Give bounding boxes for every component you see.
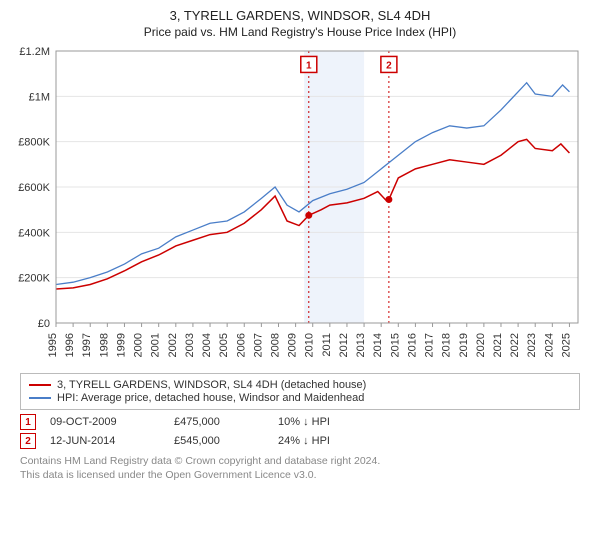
legend-label: HPI: Average price, detached house, Wind… <box>57 392 364 404</box>
legend-item: HPI: Average price, detached house, Wind… <box>29 392 571 404</box>
svg-text:2018: 2018 <box>441 333 453 357</box>
svg-text:2011: 2011 <box>321 333 333 357</box>
svg-text:2000: 2000 <box>133 333 145 357</box>
sale-row: 1 09-OCT-2009 £475,000 10% ↓ HPI <box>20 414 580 430</box>
svg-text:£400K: £400K <box>18 227 50 239</box>
svg-text:2002: 2002 <box>167 333 179 357</box>
svg-text:2006: 2006 <box>235 333 247 357</box>
chart-subtitle: Price paid vs. HM Land Registry's House … <box>8 25 592 39</box>
svg-text:2008: 2008 <box>269 333 281 357</box>
svg-text:2010: 2010 <box>304 333 316 357</box>
svg-text:2003: 2003 <box>184 333 196 357</box>
sale-date: 12-JUN-2014 <box>50 435 160 447</box>
svg-text:2022: 2022 <box>509 333 521 357</box>
legend-label: 3, TYRELL GARDENS, WINDSOR, SL4 4DH (det… <box>57 379 366 391</box>
svg-text:£1M: £1M <box>29 91 50 103</box>
footnote-line-2: This data is licensed under the Open Gov… <box>20 469 580 483</box>
svg-text:£800K: £800K <box>18 137 50 149</box>
sale-diff: 10% ↓ HPI <box>278 416 358 428</box>
svg-text:1: 1 <box>306 60 312 71</box>
svg-text:2014: 2014 <box>372 333 384 357</box>
sale-marker: 2 <box>20 433 36 449</box>
chart-area: £0 £200K £400K £600K £800K £1M £1.2M 1995 1996 19… <box>8 45 592 365</box>
svg-text:£600K: £600K <box>18 182 50 194</box>
sale-row: 2 12-JUN-2014 £545,000 24% ↓ HPI <box>20 433 580 449</box>
svg-text:2019: 2019 <box>458 333 470 357</box>
svg-text:1998: 1998 <box>98 333 110 357</box>
svg-text:£1.2M: £1.2M <box>19 46 50 58</box>
footnote: Contains HM Land Registry data © Crown c… <box>20 455 580 482</box>
svg-text:2024: 2024 <box>543 333 555 357</box>
line-chart: £0 £200K £400K £600K £800K £1M £1.2M 1995 1996 19… <box>8 45 588 365</box>
sales-table: 1 09-OCT-2009 £475,000 10% ↓ HPI 2 12-JUN-201… <box>8 414 592 449</box>
svg-text:2009: 2009 <box>287 333 299 357</box>
legend-item: 3, TYRELL GARDENS, WINDSOR, SL4 4DH (det… <box>29 379 571 391</box>
svg-text:2017: 2017 <box>424 333 436 357</box>
svg-text:2023: 2023 <box>526 333 538 357</box>
sale-date: 09-OCT-2009 <box>50 416 160 428</box>
svg-text:1996: 1996 <box>64 333 76 357</box>
sale-diff: 24% ↓ HPI <box>278 435 358 447</box>
sale-marker: 1 <box>20 414 36 430</box>
svg-text:2016: 2016 <box>406 333 418 357</box>
svg-text:£0: £0 <box>38 318 50 330</box>
svg-text:2013: 2013 <box>355 333 367 357</box>
footnote-line-1: Contains HM Land Registry data © Crown c… <box>20 455 580 469</box>
svg-text:1999: 1999 <box>115 333 127 357</box>
svg-text:1997: 1997 <box>81 333 93 357</box>
svg-text:2007: 2007 <box>252 333 264 357</box>
svg-text:1995: 1995 <box>47 333 59 357</box>
chart-title: 3, TYRELL GARDENS, WINDSOR, SL4 4DH <box>8 8 592 23</box>
svg-text:2025: 2025 <box>560 333 572 357</box>
sale-price: £545,000 <box>174 435 264 447</box>
svg-text:2001: 2001 <box>150 333 162 357</box>
legend-swatch <box>29 384 51 386</box>
svg-text:2: 2 <box>386 60 392 71</box>
sale-price: £475,000 <box>174 416 264 428</box>
svg-text:2021: 2021 <box>492 333 504 357</box>
legend: 3, TYRELL GARDENS, WINDSOR, SL4 4DH (det… <box>20 373 580 410</box>
svg-text:2004: 2004 <box>201 333 213 357</box>
svg-text:2020: 2020 <box>475 333 487 357</box>
svg-text:2012: 2012 <box>338 333 350 357</box>
svg-text:2015: 2015 <box>389 333 401 357</box>
svg-text:2005: 2005 <box>218 333 230 357</box>
legend-swatch <box>29 397 51 399</box>
svg-text:£200K: £200K <box>18 273 50 285</box>
